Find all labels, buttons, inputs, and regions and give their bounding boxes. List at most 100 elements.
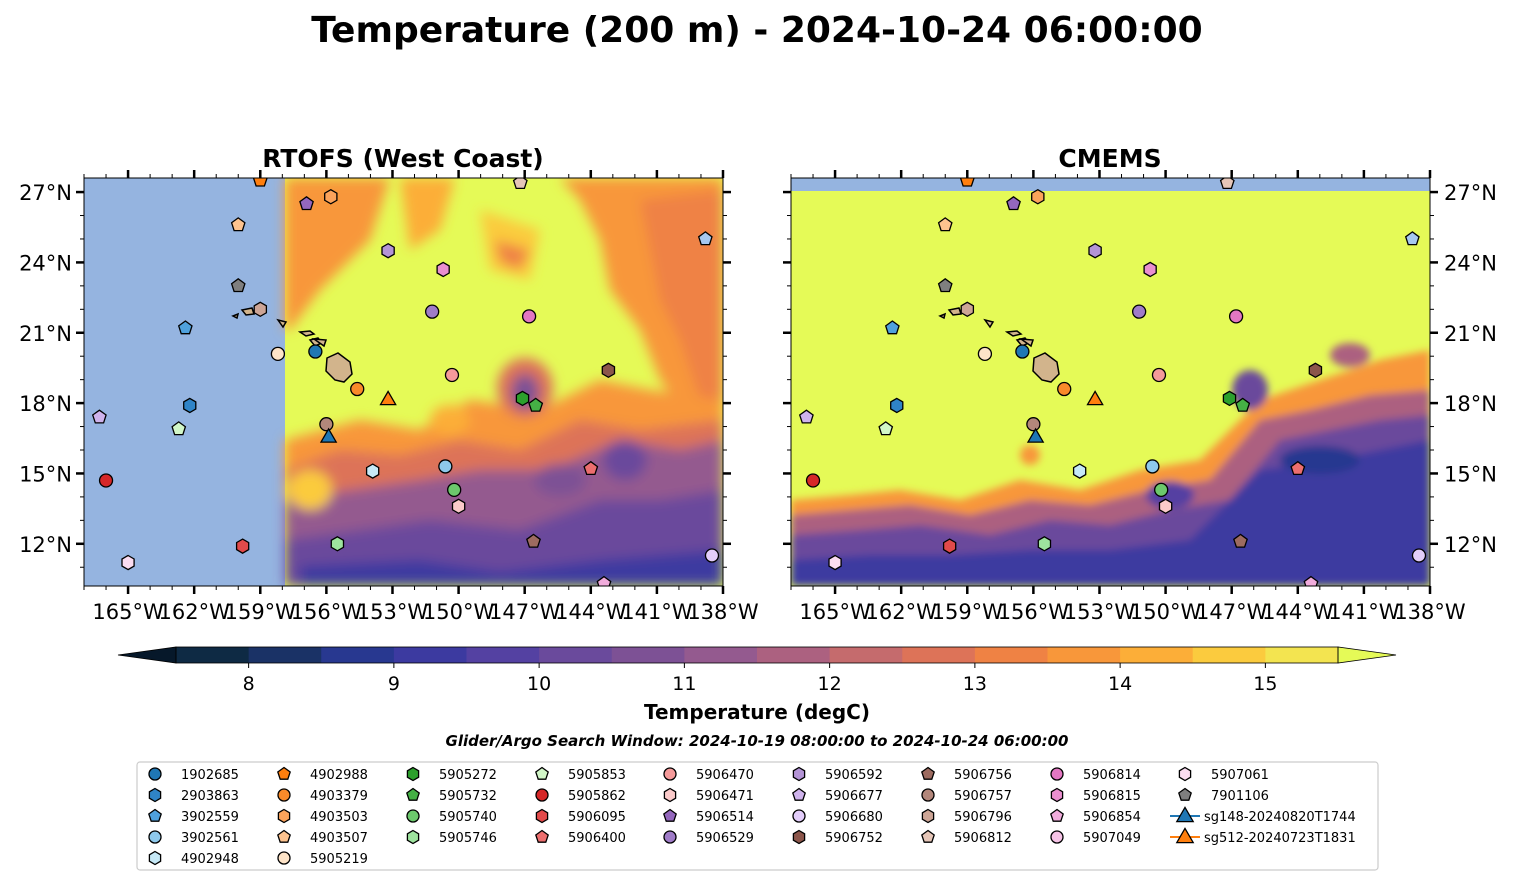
cmems-marker-sg148-20240820T1744: [1026, 427, 1045, 443]
legend-marker: [535, 829, 549, 843]
search-window-caption: Glider/Argo Search Window: 2024-10-19 08…: [446, 732, 1069, 750]
cmems-plot-frame: [790, 177, 1431, 587]
legend-marker: [277, 829, 291, 843]
cmems-marker-5905219: [977, 346, 993, 362]
rtofs-marker-5906815: [436, 261, 450, 278]
rtofs-marker-5906471: [451, 498, 466, 515]
rtofs-x-tick-label: 153°W: [357, 600, 429, 624]
rtofs-marker-4902988: [252, 178, 268, 187]
colorbar-tick-label: 10: [527, 673, 551, 695]
legend-item-5906529: 5906529: [663, 830, 754, 846]
legend-item-5906757: 5906757: [921, 788, 1012, 804]
rtofs-marker-5906095: [235, 538, 250, 554]
rtofs-marker-3902561: [438, 459, 453, 474]
cmems-y-tick-label: 27°N: [1444, 181, 1497, 205]
legend-marker: [663, 767, 677, 781]
cmems-x-tick-label: 165°W: [799, 600, 871, 624]
legend-label: 5905740: [439, 810, 497, 825]
legend-marker: [535, 766, 549, 780]
rtofs-marker-sg148-20240820T1744: [319, 427, 338, 443]
legend-label: 4902988: [310, 768, 368, 783]
legend-item-5905732: 5905732: [406, 787, 497, 804]
colorbar-tick-label: 14: [1108, 673, 1132, 695]
rtofs-marker-5906592: [381, 242, 395, 259]
colorbar-level: [829, 647, 903, 663]
legend-item-4903503: 4903503: [277, 808, 368, 825]
legend-marker: [1050, 830, 1064, 844]
legend-marker: [277, 808, 291, 824]
rtofs-marker-5906814: [521, 309, 537, 324]
legend-item-5906400: 5906400: [535, 829, 626, 846]
cmems-marker-5906796: [960, 301, 975, 318]
legend-label: 3902559: [181, 810, 239, 825]
colorbar-level: [974, 647, 1049, 663]
rtofs-y-tick-label: 27°N: [19, 181, 72, 205]
colorbar-level: [1192, 647, 1266, 663]
rtofs-temperature-field: [285, 178, 723, 586]
cmems-marker-5906815: [1143, 261, 1157, 278]
legend-item-5906815: 5906815: [1050, 787, 1141, 804]
legend-label: 5906854: [1083, 810, 1141, 825]
rtofs-y-tick-label: 18°N: [19, 392, 72, 416]
rtofs-marker-unlabeled: [697, 231, 713, 246]
rtofs-marker-5905862: [98, 473, 114, 488]
rtofs-marker-4903503: [324, 188, 338, 205]
rtofs-x-tick-label: 162°W: [158, 600, 230, 624]
colorbar-level: [1120, 647, 1194, 663]
legend-item-5906677: 5906677: [792, 787, 883, 804]
rtofs-y-tick-label: 15°N: [19, 462, 72, 486]
legend: 1902685 2903863 3902559 3902561 4902948 49029…: [136, 761, 1379, 871]
cmems-map-panel: CMEMS: [783, 144, 1497, 624]
cmems-y-tick-label: 12°N: [1444, 533, 1497, 557]
rtofs-marker-5906757: [319, 417, 334, 432]
cmems-marker-5905732: [1235, 397, 1251, 412]
legend-item-5906514: 5906514: [663, 808, 754, 825]
rtofs-axes: 165°W162°W159°W156°W153°W150°W147°W144°W…: [19, 170, 759, 624]
legend-item-3902559: 3902559: [148, 808, 239, 825]
legend-marker: [921, 766, 935, 780]
colorbar-tick-label: 11: [672, 673, 696, 695]
legend-marker: [1050, 767, 1064, 781]
legend-marker: [1178, 766, 1192, 782]
rtofs-x-tick-label: 159°W: [225, 600, 297, 624]
legend-marker: [406, 787, 420, 801]
cmems-axes: 165°W162°W159°W156°W153°W150°W147°W144°W…: [783, 170, 1497, 624]
rtofs-marker-5905219: [270, 346, 286, 362]
legend-label: 5905272: [439, 768, 497, 783]
rtofs-marker-5907061: [121, 554, 135, 571]
legend-marker: [663, 830, 677, 844]
figure-title: Temperature (200 m) - 2024-10-24 06:00:0…: [311, 10, 1202, 51]
legend-item-5906814: 5906814: [1050, 767, 1141, 783]
legend-item-5906470: 5906470: [663, 767, 754, 783]
colorbar-tick-label: 9: [388, 673, 400, 695]
cmems-marker-3902559: [884, 320, 900, 335]
legend-marker: [792, 809, 806, 823]
rtofs-x-tick-label: 138°W: [687, 600, 759, 624]
rtofs-marker-2903863: [183, 397, 197, 414]
rtofs-hawaii-islands: [231, 307, 353, 383]
legend-item-4903507: 4903507: [277, 829, 368, 846]
cmems-x-tick-label: 138°W: [1394, 600, 1466, 624]
legend-item-5906854: 5906854: [1050, 808, 1141, 825]
legend-marker: [535, 808, 549, 824]
legend-label: 4903507: [310, 831, 368, 846]
colorbar-level: [176, 647, 250, 663]
rtofs-markers: [91, 178, 720, 586]
legend-marker: [663, 787, 677, 803]
cmems-marker-5906529: [1131, 304, 1147, 319]
cmems-marker-5905862: [805, 473, 821, 488]
legend-label: 5906756: [954, 768, 1012, 783]
legend-marker: [148, 850, 162, 866]
rtofs-x-tick-label: 144°W: [555, 600, 627, 624]
cmems-x-tick-label: 162°W: [865, 600, 937, 624]
cmems-marker-1902685: [1015, 344, 1030, 359]
legend-marker: [921, 808, 935, 824]
colorbar-tick-label: 12: [818, 673, 842, 695]
rtofs-marker-5906400: [583, 460, 599, 476]
legend-item-5905746: 5905746: [406, 829, 497, 846]
cmems-x-tick-label: 141°W: [1328, 600, 1400, 624]
rtofs-marker-5905740: [447, 482, 462, 498]
rtofs-marker-5906514: [299, 195, 314, 211]
cmems-marker-4903503: [1031, 188, 1045, 205]
cmems-marker-5906757: [1026, 417, 1041, 432]
